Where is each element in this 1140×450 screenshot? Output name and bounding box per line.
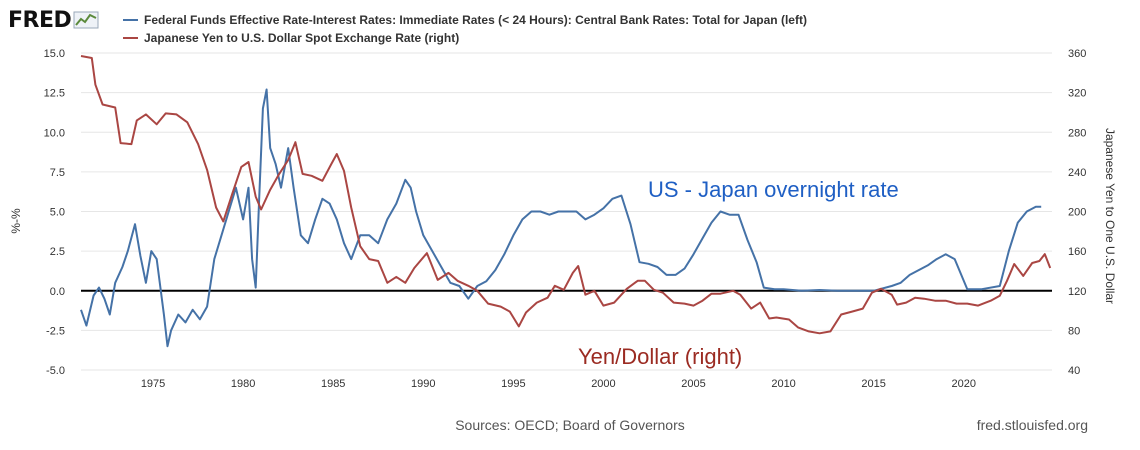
y-right-tick-labels: 40 80 120 160 200 240 280 320 360 bbox=[1068, 48, 1086, 377]
series-lines bbox=[80, 55, 1052, 348]
y-left-tick-labels: -5.0 -2.5 0.0 2.5 5.0 7.5 10.0 12.5 15.0 bbox=[44, 48, 65, 377]
y-right-tick-label: 360 bbox=[1068, 48, 1086, 60]
y-left-tick-label: 0.0 bbox=[50, 286, 65, 298]
y-left-tick-label: 15.0 bbox=[44, 48, 65, 60]
y-left-tick-label: 7.5 bbox=[50, 167, 65, 179]
y-left-tick-label: -5.0 bbox=[46, 365, 65, 377]
y-right-tick-label: 160 bbox=[1068, 246, 1086, 258]
chart-legend: Federal Funds Effective Rate-Interest Ra… bbox=[123, 11, 807, 47]
legend-label-yen-dollar: Japanese Yen to U.S. Dollar Spot Exchang… bbox=[144, 31, 460, 45]
y-right-tick-label: 280 bbox=[1068, 127, 1086, 139]
footer-sources: Sources: OECD; Board of Governors bbox=[455, 417, 685, 433]
y-left-tick-label: 12.5 bbox=[44, 88, 65, 100]
x-tick-label: 2015 bbox=[861, 378, 885, 390]
x-tick-label: 1980 bbox=[231, 378, 255, 390]
legend-swatch-fed-funds bbox=[123, 19, 138, 21]
fred-logo[interactable]: FRED bbox=[8, 6, 99, 34]
x-tick-label: 1990 bbox=[411, 378, 435, 390]
y-right-tick-label: 120 bbox=[1068, 286, 1086, 298]
y-right-tick-label: 200 bbox=[1068, 207, 1086, 219]
y-right-tick-label: 320 bbox=[1068, 88, 1086, 100]
y-left-axis-label: %-% bbox=[9, 208, 23, 234]
x-tick-label: 1995 bbox=[501, 378, 525, 390]
series-line-yen-dollar[interactable] bbox=[80, 55, 1052, 335]
annotation-yen-dollar: Yen/Dollar (right) bbox=[578, 344, 742, 369]
x-tick-label: 2020 bbox=[951, 378, 975, 390]
x-tick-label: 1985 bbox=[321, 378, 345, 390]
y-right-tick-label: 80 bbox=[1068, 325, 1080, 337]
sparkline-chart-icon bbox=[73, 11, 99, 29]
y-right-tick-label: 40 bbox=[1068, 365, 1080, 377]
footer-url[interactable]: fred.stlouisfed.org bbox=[976, 417, 1088, 433]
x-tick-label: 2010 bbox=[771, 378, 795, 390]
y-right-tick-label: 240 bbox=[1068, 167, 1086, 179]
legend-swatch-yen-dollar bbox=[123, 37, 138, 39]
x-tick-label: 2000 bbox=[591, 378, 615, 390]
x-tick-label: 2005 bbox=[681, 378, 705, 390]
y-right-axis-label: Japanese Yen to One U.S. Dollar bbox=[1103, 128, 1117, 304]
legend-item-yen-dollar[interactable]: Japanese Yen to U.S. Dollar Spot Exchang… bbox=[123, 29, 807, 47]
x-tick-label: 1975 bbox=[141, 378, 165, 390]
legend-item-fed-funds[interactable]: Federal Funds Effective Rate-Interest Ra… bbox=[123, 11, 807, 29]
annotation-spread: US - Japan overnight rate bbox=[648, 177, 899, 202]
y-left-tick-label: 2.5 bbox=[50, 246, 65, 258]
fred-logo-text: FRED bbox=[8, 7, 72, 33]
legend-label-fed-funds: Federal Funds Effective Rate-Interest Ra… bbox=[144, 13, 807, 27]
y-left-tick-label: 10.0 bbox=[44, 127, 65, 139]
x-tick-labels: 1975 1980 1985 1990 1995 2000 2005 2010 2015 2020 bbox=[141, 378, 976, 390]
y-left-tick-label: 5.0 bbox=[50, 207, 65, 219]
y-left-tick-label: -2.5 bbox=[46, 325, 65, 337]
series-line-fed-funds[interactable] bbox=[80, 88, 1042, 348]
